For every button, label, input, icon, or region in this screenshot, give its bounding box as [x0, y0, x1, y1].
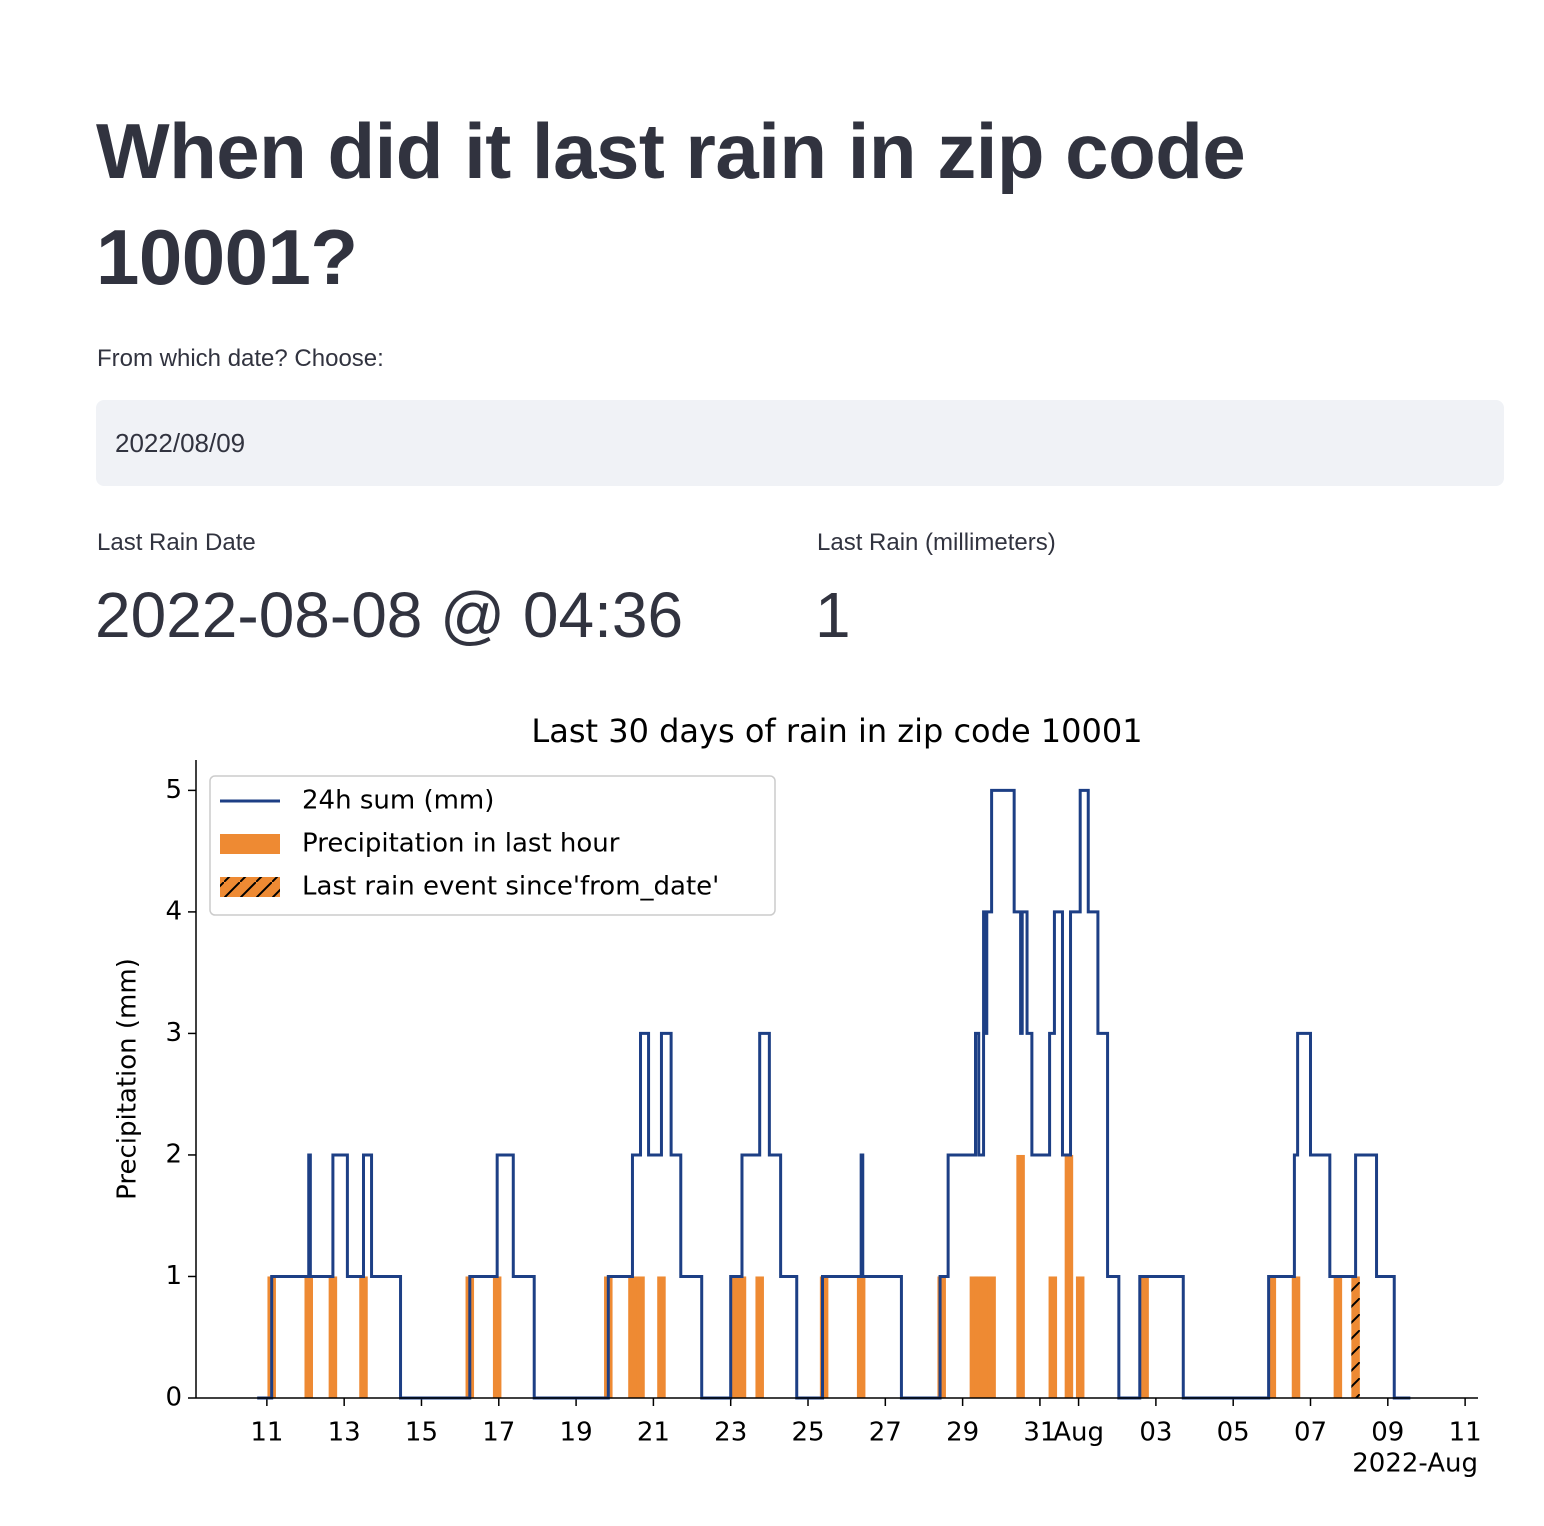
metric-value: 2022-08-08 @ 04:36 — [95, 579, 684, 651]
metric-value: 1 — [815, 579, 851, 651]
bar — [328, 1276, 338, 1398]
metric-label: Last Rain (millimeters) — [817, 529, 1056, 556]
x-tick-label: 03 — [1139, 1418, 1172, 1448]
bar — [819, 1276, 829, 1398]
bar — [1016, 1154, 1025, 1398]
chart-title: Last 30 days of rain in zip code 10001 — [531, 712, 1142, 750]
x-tick-label: 21 — [637, 1418, 670, 1448]
x-tick-label: 07 — [1294, 1418, 1327, 1448]
bar — [737, 1276, 747, 1398]
x-tick-label: 11 — [250, 1418, 283, 1448]
x-tick-label: 09 — [1371, 1418, 1404, 1448]
y-tick-label: 0 — [165, 1383, 182, 1413]
date-input-value[interactable]: 2022/08/09 — [115, 428, 246, 458]
bar — [1048, 1276, 1058, 1398]
x-tick-label: 15 — [405, 1418, 438, 1448]
y-tick-label: 4 — [165, 896, 182, 926]
bar — [937, 1276, 946, 1398]
bar — [1075, 1276, 1085, 1398]
x-tick-label: 31 — [1023, 1418, 1056, 1448]
y-tick-label: 1 — [165, 1261, 182, 1291]
bar — [974, 1276, 983, 1398]
chart: Last 30 days of rain in zip code 10001 Pr… — [113, 712, 1482, 1479]
y-tick-label: 3 — [165, 1018, 182, 1048]
bar — [1333, 1276, 1343, 1398]
bar — [1140, 1276, 1149, 1398]
bar — [636, 1276, 645, 1398]
legend-box — [209, 775, 776, 916]
x-offset-label: 2022-Aug — [1352, 1449, 1478, 1479]
x-tick-label: 27 — [869, 1418, 902, 1448]
legend-label: Precipitation in last hour — [302, 829, 620, 859]
metric-label: Last Rain Date — [97, 529, 256, 556]
bar — [304, 1276, 313, 1398]
y-axis-label: Precipitation (mm) — [113, 958, 143, 1200]
x-tick-label: 05 — [1217, 1418, 1250, 1448]
x-tick-label: 23 — [714, 1418, 747, 1448]
bar — [359, 1276, 368, 1398]
bar — [987, 1276, 996, 1398]
page-title: When did it last rain in zip code 10001? — [96, 107, 1246, 301]
legend-swatch — [220, 834, 280, 854]
x-tick-label: 13 — [328, 1418, 361, 1448]
bar-hatch — [1351, 1276, 1360, 1398]
x-tick-label: 17 — [482, 1418, 515, 1448]
date-input-label: From which date? Choose: — [97, 345, 384, 372]
legend-label: Last rain event since'from_date' — [302, 872, 719, 902]
bar — [1291, 1276, 1301, 1398]
x-tick-label: 11 — [1449, 1418, 1482, 1448]
x-tick-label: Aug — [1053, 1418, 1104, 1448]
bar — [1267, 1276, 1277, 1398]
bar — [729, 1276, 739, 1398]
bar — [657, 1276, 666, 1398]
x-tick-label: 29 — [946, 1418, 979, 1448]
y-tick-label: 5 — [165, 775, 182, 805]
bar — [979, 1276, 988, 1398]
date-input[interactable] — [96, 400, 1504, 486]
bar — [755, 1276, 764, 1398]
x-tick-label: 19 — [560, 1418, 593, 1448]
bar — [856, 1276, 866, 1398]
bar — [1064, 1154, 1074, 1398]
x-tick-label: 25 — [791, 1418, 824, 1448]
bar — [628, 1276, 637, 1398]
legend-label: 24h sum (mm) — [302, 786, 494, 816]
bar — [969, 1276, 979, 1398]
y-tick-label: 2 — [165, 1139, 182, 1169]
legend-hatch — [220, 877, 280, 897]
bar — [492, 1276, 502, 1398]
